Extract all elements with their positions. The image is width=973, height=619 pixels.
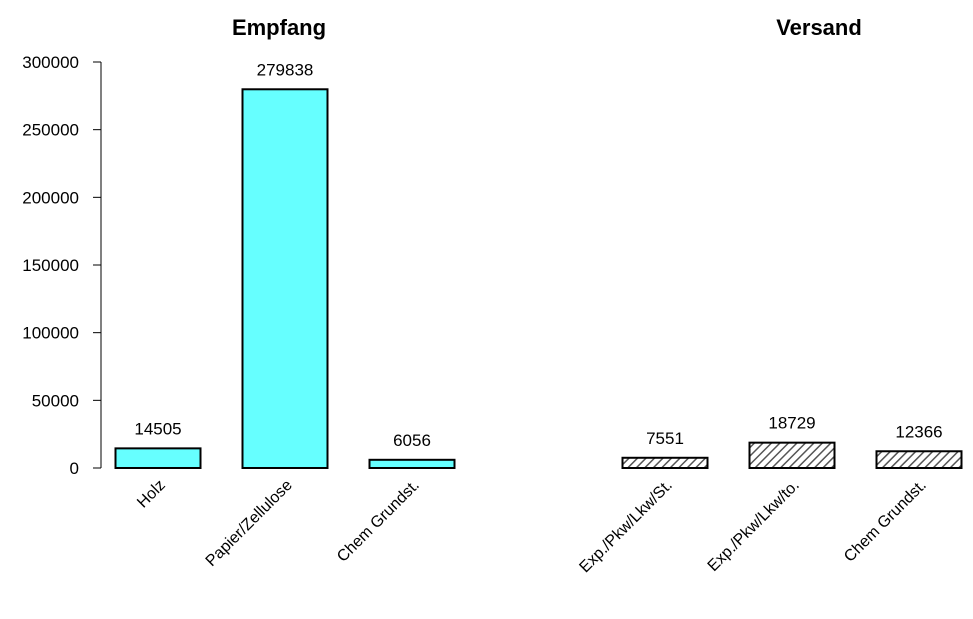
data-label: 14505 (134, 419, 181, 438)
y-tick-label: 100000 (22, 324, 79, 343)
y-tick-label: 0 (70, 459, 79, 478)
data-label: 7551 (646, 429, 684, 448)
category-label: Chem Grundst. (334, 477, 423, 566)
bar (368, 458, 456, 469)
category-label: Chem Grundst. (841, 477, 930, 566)
y-tick-label: 50000 (32, 391, 79, 410)
bar (241, 88, 329, 469)
bar (875, 450, 963, 469)
y-tick-label: 300000 (22, 53, 79, 72)
bar (748, 441, 836, 469)
category-label: Exp./Pkw/Lkw/to. (705, 477, 803, 575)
data-label: 279838 (257, 60, 314, 79)
bar (621, 456, 709, 469)
group-title: Empfang (232, 15, 326, 40)
data-label: 12366 (895, 422, 942, 441)
category-label: Holz (134, 477, 169, 512)
data-label: 18729 (768, 414, 815, 433)
group-title: Versand (776, 15, 862, 40)
bar (114, 447, 202, 470)
y-tick-label: 150000 (22, 256, 79, 275)
category-label: Exp./Pkw/Lkw/St. (576, 477, 675, 576)
category-label: Papier/Zellulose (203, 477, 296, 570)
y-tick-label: 200000 (22, 188, 79, 207)
y-tick-label: 250000 (22, 121, 79, 140)
data-label: 6056 (393, 431, 431, 450)
